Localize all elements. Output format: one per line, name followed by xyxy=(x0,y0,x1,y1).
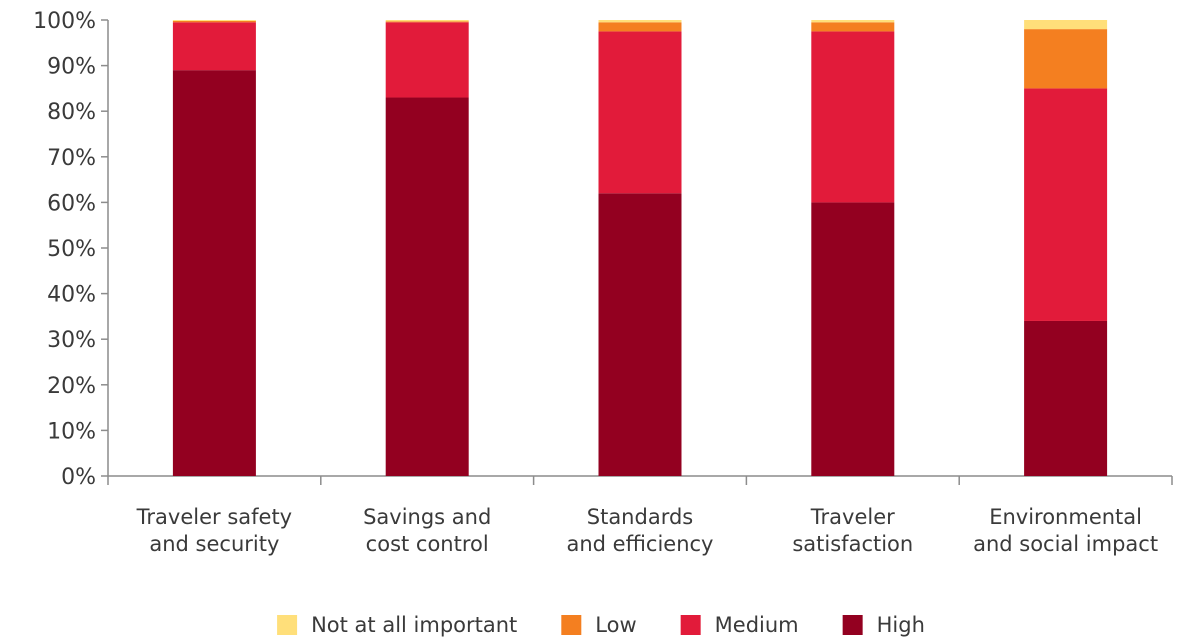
bar-segment-high xyxy=(811,202,895,476)
legend-label: Not at all important xyxy=(311,613,517,637)
bar-segment-medium xyxy=(385,22,469,98)
bar-segment-not-at-all-important xyxy=(1024,20,1108,30)
bar-segment-low xyxy=(598,22,682,32)
x-category-label: Environmental xyxy=(989,505,1142,529)
bar-stack xyxy=(598,20,682,476)
x-category-label: and efficiency xyxy=(567,532,714,556)
bar-segment-low xyxy=(172,20,256,23)
bar-segment-medium xyxy=(598,31,682,194)
y-tick-label: 20% xyxy=(47,374,96,399)
legend: Not at all important Low Medium High xyxy=(277,613,925,637)
x-category-label: satisfaction xyxy=(792,532,913,556)
legend-swatch xyxy=(277,615,298,635)
y-tick-label: 0% xyxy=(61,465,96,490)
legend-label: Low xyxy=(595,613,636,637)
legend-label: High xyxy=(877,613,925,637)
x-axis: Traveler safety and security Savings and co… xyxy=(107,475,1173,556)
bar-segment-not-at-all-important xyxy=(172,20,256,21)
bar-segment-not-at-all-important xyxy=(598,20,682,23)
x-category-label: and social impact xyxy=(973,532,1158,556)
y-tick-label: 40% xyxy=(47,283,96,308)
x-category-label: Standards xyxy=(587,505,693,529)
y-tick-label: 30% xyxy=(47,328,96,353)
legend-label: Medium xyxy=(715,613,799,637)
x-category-label: Traveler xyxy=(810,505,895,529)
x-category-label: Traveler safety xyxy=(136,505,292,529)
legend-swatch xyxy=(842,615,863,635)
y-tick-label: 100% xyxy=(33,9,96,34)
bar-stack xyxy=(811,20,895,476)
legend-swatch xyxy=(680,615,701,635)
x-category-label: Savings and xyxy=(363,505,491,529)
bar-segment-low xyxy=(811,22,895,32)
x-category-label: cost control xyxy=(366,532,489,556)
bar-segment-low xyxy=(385,21,469,23)
y-tick-label: 60% xyxy=(47,191,96,216)
y-tick-label: 90% xyxy=(47,55,96,80)
bar-segment-medium xyxy=(1024,88,1108,321)
bar-segment-high xyxy=(172,70,256,476)
bar-stack xyxy=(385,20,469,477)
bar-segment-high xyxy=(598,193,682,476)
bar-segment-medium xyxy=(811,31,895,203)
y-tick-label: 10% xyxy=(47,419,96,444)
bar-segment-not-at-all-important xyxy=(811,20,895,23)
y-tick-label: 80% xyxy=(47,100,96,125)
legend-swatch xyxy=(561,615,582,635)
bar-segment-medium xyxy=(172,22,256,71)
bar-segment-high xyxy=(385,97,469,477)
y-axis: 0% 10% 20% 30% 40% 50% 60% 70% 80% 90% 100% xyxy=(33,9,109,490)
y-tick-label: 50% xyxy=(47,237,96,262)
bars xyxy=(172,20,1108,477)
bar-segment-high xyxy=(1024,320,1108,476)
bar-stack xyxy=(1024,20,1108,476)
y-tick-label: 70% xyxy=(47,146,96,171)
bar-stack xyxy=(172,20,256,476)
x-category-label: and security xyxy=(149,532,279,556)
bar-segment-not-at-all-important xyxy=(385,20,469,22)
bar-segment-low xyxy=(1024,29,1108,89)
